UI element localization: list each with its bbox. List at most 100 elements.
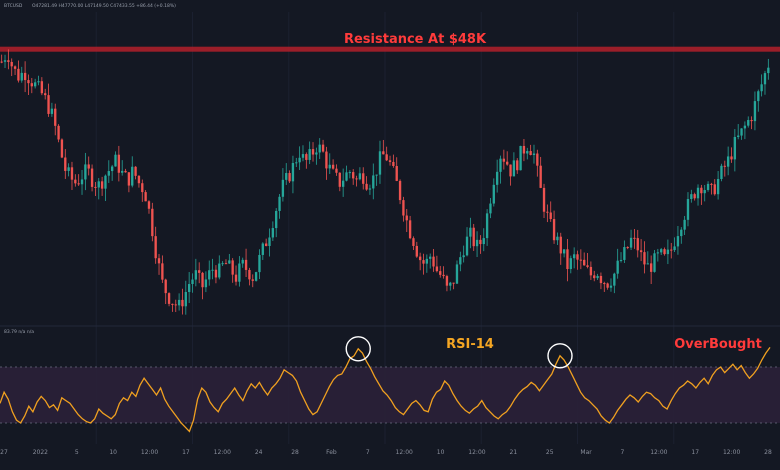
candle-body bbox=[141, 183, 144, 193]
candle-body bbox=[696, 187, 700, 199]
candle-body bbox=[80, 179, 84, 185]
candle-body bbox=[449, 282, 452, 286]
candle-body bbox=[271, 228, 275, 238]
candle-body bbox=[566, 249, 569, 270]
candle-body bbox=[154, 236, 157, 259]
candle-body bbox=[348, 172, 352, 174]
candle-body bbox=[238, 263, 241, 282]
candle-body bbox=[285, 173, 288, 180]
candle-body bbox=[613, 273, 616, 286]
candle-body bbox=[278, 196, 281, 211]
x-tick-label: 17 bbox=[691, 449, 699, 456]
candle-body bbox=[499, 158, 502, 172]
candle-body bbox=[572, 254, 576, 259]
candle-body bbox=[121, 170, 124, 173]
x-tick-label: 28 bbox=[291, 449, 299, 456]
candle-body bbox=[234, 274, 238, 282]
candle-body bbox=[244, 259, 248, 270]
candle-body bbox=[656, 252, 660, 254]
x-tick-label: 2022 bbox=[33, 449, 48, 456]
candle-body bbox=[117, 154, 121, 173]
candle-body bbox=[184, 292, 187, 307]
candle-body bbox=[104, 175, 107, 189]
candle-body bbox=[683, 219, 686, 230]
x-tick-label: 5 bbox=[75, 449, 79, 456]
candle-body bbox=[375, 174, 378, 176]
candle-body bbox=[716, 178, 720, 195]
x-tick-label: Mar bbox=[580, 449, 592, 456]
candle-body bbox=[539, 165, 542, 188]
candle-body bbox=[623, 247, 626, 260]
candle-body bbox=[676, 236, 680, 247]
candle-body bbox=[161, 263, 164, 280]
candle-body bbox=[616, 260, 619, 274]
candle-body bbox=[87, 164, 90, 169]
candle-body bbox=[432, 256, 435, 267]
candle-body bbox=[248, 269, 251, 280]
candle-body bbox=[509, 164, 512, 177]
candle-body bbox=[40, 81, 44, 94]
candle-body bbox=[686, 199, 690, 220]
candle-body bbox=[131, 166, 134, 186]
candle-body bbox=[469, 227, 472, 237]
candle-body bbox=[435, 266, 439, 272]
candle-body bbox=[355, 178, 358, 180]
x-tick-label: 7 bbox=[621, 449, 625, 456]
candle-body bbox=[589, 266, 593, 276]
candle-body bbox=[335, 168, 338, 173]
candle-body bbox=[84, 164, 87, 180]
candle-body bbox=[649, 263, 653, 272]
candle-body bbox=[187, 284, 191, 293]
candle-body bbox=[690, 194, 693, 200]
candle-body bbox=[439, 271, 442, 275]
candle-body bbox=[57, 125, 60, 140]
candle-body bbox=[556, 236, 559, 241]
candle-body bbox=[291, 163, 295, 182]
candle-body bbox=[174, 304, 177, 306]
candle-body bbox=[231, 260, 234, 275]
candle-body bbox=[54, 108, 57, 126]
candle-body bbox=[452, 282, 455, 284]
candle-body bbox=[519, 145, 522, 171]
candle-body bbox=[60, 139, 64, 158]
candle-body bbox=[378, 151, 382, 175]
candle-body bbox=[164, 279, 167, 294]
candle-body bbox=[606, 283, 609, 288]
candle-body bbox=[268, 237, 271, 246]
x-tick-label: 21 bbox=[510, 449, 518, 456]
candle-body bbox=[137, 175, 141, 184]
candle-body bbox=[338, 172, 341, 187]
candle-body bbox=[30, 83, 33, 87]
candle-body bbox=[512, 160, 516, 177]
candle-body bbox=[228, 260, 231, 264]
candle-body bbox=[23, 72, 27, 81]
candle-body bbox=[660, 249, 663, 253]
candle-body bbox=[760, 84, 763, 92]
candle-body bbox=[372, 175, 375, 189]
candle-body bbox=[211, 269, 214, 271]
candle-body bbox=[345, 172, 348, 181]
candle-body bbox=[767, 67, 770, 74]
candle-body bbox=[301, 154, 305, 158]
candle-body bbox=[408, 220, 412, 239]
candle-body bbox=[97, 181, 100, 188]
candle-body bbox=[204, 279, 208, 288]
x-tick-label: 12:00 bbox=[650, 449, 667, 456]
candle-body bbox=[442, 274, 445, 277]
candle-body bbox=[90, 168, 94, 187]
candle-body bbox=[10, 61, 13, 67]
candle-body bbox=[392, 161, 395, 167]
candle-body bbox=[318, 144, 321, 153]
candle-body bbox=[198, 270, 201, 273]
candle-body bbox=[542, 187, 546, 212]
candle-body bbox=[295, 162, 298, 164]
x-tick-label: 12:00 bbox=[468, 449, 485, 456]
candle-body bbox=[281, 179, 285, 197]
candle-body bbox=[747, 120, 750, 126]
candle-body bbox=[358, 173, 362, 180]
x-tick-label: 10 bbox=[437, 449, 445, 456]
candle-body bbox=[459, 257, 462, 265]
candle-body bbox=[646, 263, 649, 265]
candle-body bbox=[254, 272, 258, 281]
x-tick-label: 17 bbox=[182, 449, 190, 456]
